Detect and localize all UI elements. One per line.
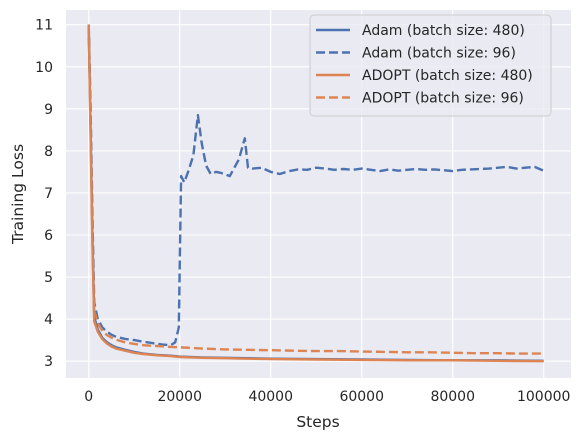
legend: Adam (batch size: 480) Adam (batch size: … — [309, 14, 552, 117]
legend-label: Adam (batch size: 480) — [362, 23, 525, 39]
legend-box — [309, 14, 552, 117]
x-tick-label: 0 — [84, 389, 93, 405]
tick-labels: 0 20000 40000 60000 80000 100000 3 4 5 6 7 8 9 10 11 — [35, 18, 570, 405]
x-tick-label: 80000 — [430, 389, 475, 405]
x-tick-label: 40000 — [248, 389, 293, 405]
y-tick-label: 3 — [44, 354, 53, 370]
legend-label: ADOPT (batch size: 480) — [362, 68, 533, 84]
y-tick-label: 7 — [44, 186, 53, 202]
y-axis-label: Training Loss — [9, 144, 27, 245]
y-tick-label: 4 — [44, 312, 53, 328]
y-tick-label: 10 — [35, 60, 53, 76]
legend-label: ADOPT (batch size: 96) — [362, 91, 524, 107]
y-tick-label: 6 — [44, 228, 53, 244]
y-tick-label: 5 — [44, 270, 53, 286]
y-tick-label: 11 — [35, 18, 53, 34]
x-tick-label: 100000 — [517, 389, 570, 405]
legend-label: Adam (batch size: 96) — [362, 46, 516, 62]
y-tick-label: 8 — [44, 144, 53, 160]
series-line-2 — [87, 24, 545, 347]
x-tick-label: 60000 — [339, 389, 384, 405]
x-axis-label: Steps — [296, 413, 339, 431]
series-lines — [87, 24, 545, 363]
series-line-3 — [87, 24, 544, 363]
y-tick-label: 9 — [44, 102, 53, 118]
x-tick-label: 20000 — [157, 389, 202, 405]
series-line-4 — [87, 24, 544, 355]
